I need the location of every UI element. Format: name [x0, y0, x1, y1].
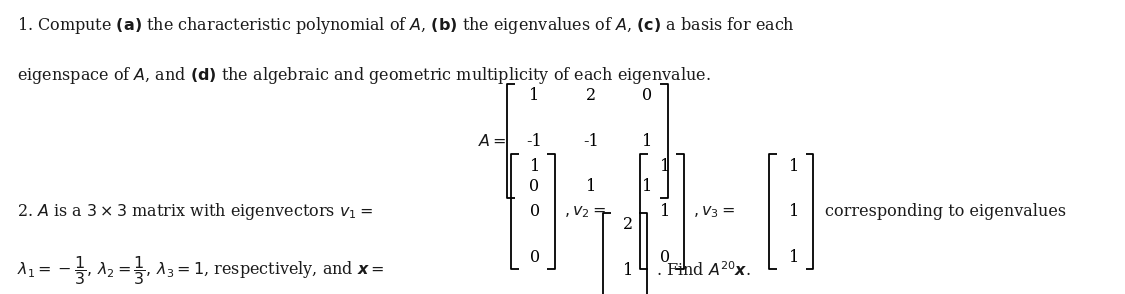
- Text: 1: 1: [622, 262, 633, 279]
- Text: 0: 0: [531, 203, 541, 220]
- Text: 1: 1: [789, 158, 800, 175]
- Text: 2: 2: [623, 216, 633, 233]
- Text: 2: 2: [586, 87, 596, 104]
- Text: 1: 1: [529, 87, 540, 104]
- Text: 0: 0: [531, 249, 541, 266]
- Text: $A =$: $A =$: [478, 133, 506, 150]
- Text: 1: 1: [530, 158, 541, 175]
- Text: 1: 1: [585, 178, 596, 195]
- Text: $\lambda_1 = -\dfrac{1}{3},\,\lambda_2 = \dfrac{1}{3},\,\lambda_3 = 1$, respecti: $\lambda_1 = -\dfrac{1}{3},\,\lambda_2 =…: [17, 254, 385, 287]
- Text: 0: 0: [530, 178, 540, 195]
- Text: 1: 1: [789, 203, 800, 220]
- Text: 1: 1: [659, 203, 670, 220]
- Text: eigenspace of $A$, and $\mathbf{(d)}$ the algebraic and geometric multiplicity o: eigenspace of $A$, and $\mathbf{(d)}$ th…: [17, 65, 711, 86]
- Text: $,v_2=$: $,v_2=$: [564, 203, 605, 220]
- Text: 1: 1: [659, 158, 670, 175]
- Text: . Find $A^{20}\boldsymbol{x}$.: . Find $A^{20}\boldsymbol{x}$.: [656, 261, 750, 280]
- Text: 1: 1: [789, 249, 800, 266]
- Text: -1: -1: [583, 133, 598, 150]
- Text: 1: 1: [641, 133, 652, 150]
- Text: 2. $A$ is a $3 \times 3$ matrix with eigenvectors $v_1 =$: 2. $A$ is a $3 \times 3$ matrix with eig…: [17, 201, 374, 222]
- Text: $,v_3=$: $,v_3=$: [693, 203, 735, 220]
- Text: -1: -1: [526, 133, 542, 150]
- Text: 1: 1: [641, 178, 652, 195]
- Text: 0: 0: [642, 87, 652, 104]
- Text: 0: 0: [659, 249, 670, 266]
- Text: corresponding to eigenvalues: corresponding to eigenvalues: [825, 203, 1065, 220]
- Text: 1. Compute $\mathbf{(a)}$ the characteristic polynomial of $A$, $\mathbf{(b)}$ t: 1. Compute $\mathbf{(a)}$ the characteri…: [17, 15, 794, 36]
